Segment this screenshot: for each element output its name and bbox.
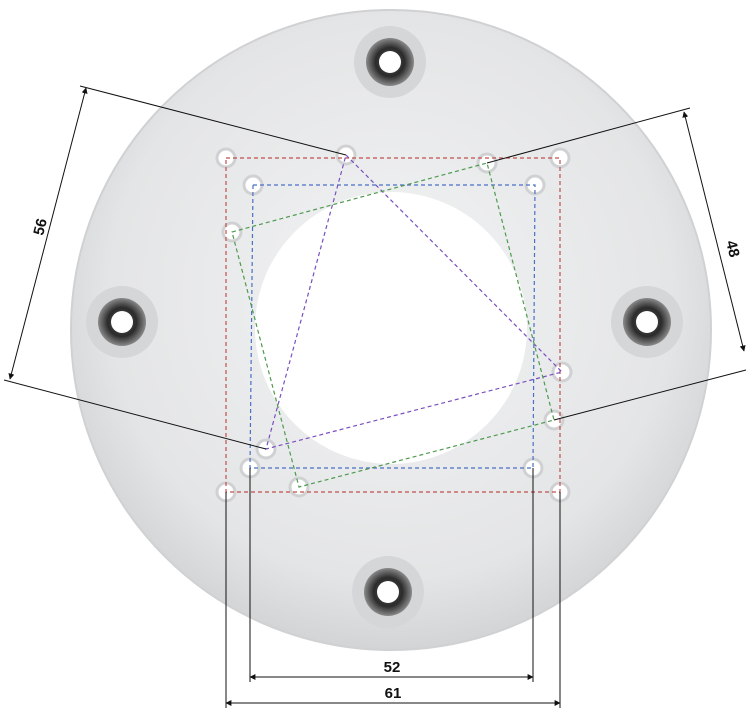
dimension-52: 52: [384, 659, 401, 676]
screw-bottom: [352, 556, 424, 628]
dimension-56: 56: [30, 217, 51, 237]
center-opening: [255, 192, 527, 464]
screw-top: [354, 26, 426, 98]
pattern-square-48: [231, 162, 555, 488]
pattern-square-56: [265, 153, 564, 450]
dimension-48: 48: [722, 239, 743, 259]
dimension-lines: [3, 85, 747, 708]
screw-left: [86, 286, 158, 358]
screw-right: [611, 286, 683, 358]
mounting-screws: [86, 26, 683, 628]
dimension-61: 61: [385, 685, 402, 702]
